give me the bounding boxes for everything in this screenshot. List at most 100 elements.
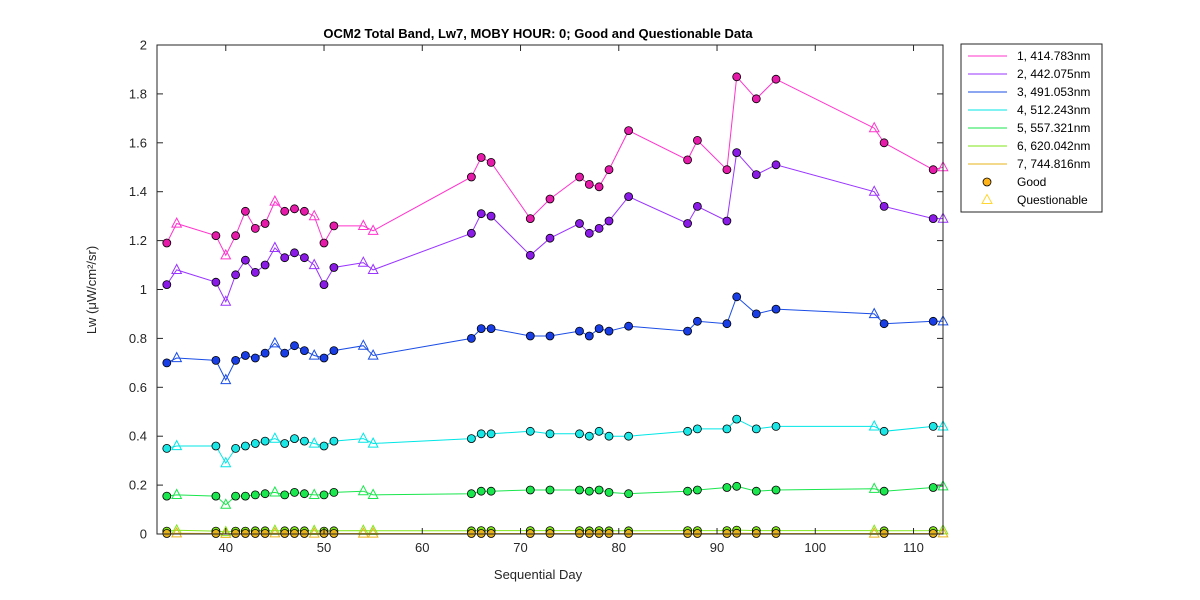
good-point <box>594 485 604 495</box>
questionable-point <box>357 339 369 350</box>
questionable-point <box>868 527 880 538</box>
questionable-point <box>308 349 320 360</box>
good-point <box>584 431 594 441</box>
good-point <box>250 490 260 500</box>
good-point <box>584 179 594 189</box>
good-point <box>231 270 241 280</box>
good-point <box>545 233 555 243</box>
plot-background <box>157 45 943 534</box>
good-point <box>240 491 250 501</box>
good-point <box>525 331 535 341</box>
questionable-point <box>269 526 281 538</box>
good-point <box>584 228 594 238</box>
questionable-point <box>868 121 880 133</box>
good-point <box>575 326 584 336</box>
good-point <box>594 223 604 233</box>
good-point <box>299 436 309 446</box>
questionable-point <box>868 307 880 319</box>
x-axis-label: Sequential Day <box>494 567 583 582</box>
good-point <box>624 321 633 331</box>
good-point <box>211 491 221 501</box>
legend-label-3: 3, 491.053nm <box>1017 85 1090 99</box>
questionable-point <box>367 224 379 235</box>
good-point <box>280 206 290 216</box>
x-tick-label: 80 <box>612 540 626 555</box>
legend-good-marker <box>982 177 992 187</box>
good-point <box>693 201 702 211</box>
questionable-point <box>171 526 183 538</box>
good-point <box>732 481 742 491</box>
questionable-point <box>220 373 232 385</box>
questionable-point <box>220 248 232 260</box>
good-point <box>466 172 476 182</box>
good-point <box>466 333 476 343</box>
good-point <box>879 138 889 148</box>
good-point <box>575 485 584 495</box>
x-tick-label: 50 <box>317 540 331 555</box>
questionable-point <box>868 482 880 493</box>
good-point <box>604 487 614 497</box>
series-2 <box>162 148 949 306</box>
questionable-point <box>367 263 379 274</box>
good-point <box>693 485 702 495</box>
legend-label-questionable: Questionable <box>1017 193 1088 207</box>
good-point <box>211 355 221 365</box>
good-point <box>319 353 329 363</box>
good-point <box>624 489 633 499</box>
good-point <box>240 441 250 451</box>
good-point <box>299 489 309 499</box>
good-point <box>732 528 742 538</box>
good-point <box>732 292 742 302</box>
good-point <box>162 443 172 453</box>
good-point <box>624 126 633 136</box>
questionable-point <box>171 488 183 499</box>
good-point <box>693 424 702 434</box>
y-tick-label: 1.8 <box>129 86 147 101</box>
good-point <box>879 426 889 436</box>
questionable-point <box>937 526 949 538</box>
x-tick-label: 110 <box>903 540 924 555</box>
good-point <box>722 424 732 434</box>
good-point <box>162 238 172 248</box>
questionable-point <box>171 263 183 274</box>
good-point <box>466 434 476 444</box>
good-point <box>466 489 476 499</box>
good-point <box>879 319 889 329</box>
legend-label-4: 4, 512.243nm <box>1017 103 1090 117</box>
legend-label-7: 7, 744.816nm <box>1017 157 1090 171</box>
good-point <box>250 439 260 448</box>
good-point <box>476 429 486 439</box>
questionable-point <box>308 527 320 538</box>
good-point <box>693 316 702 326</box>
y-tick-label: 1.2 <box>129 233 147 248</box>
questionable-point <box>269 432 281 443</box>
good-point <box>260 489 270 499</box>
good-point <box>594 182 604 192</box>
good-point <box>575 429 584 439</box>
good-point <box>575 219 584 228</box>
good-point <box>231 443 241 453</box>
good-point <box>575 172 584 182</box>
questionable-point <box>308 488 320 499</box>
good-point <box>732 72 742 82</box>
series-1 <box>162 72 949 260</box>
good-point <box>231 231 241 241</box>
good-point <box>771 304 781 314</box>
questionable-point <box>357 256 369 267</box>
good-point <box>594 324 604 334</box>
good-point <box>604 216 614 226</box>
good-point <box>290 204 299 214</box>
y-tick-label: 2 <box>140 38 147 53</box>
good-point <box>928 421 938 431</box>
good-point <box>476 153 486 162</box>
good-point <box>928 165 938 175</box>
good-point <box>594 426 604 436</box>
good-point <box>525 485 535 495</box>
good-point <box>928 214 938 224</box>
questionable-point <box>357 484 369 496</box>
questionable-point <box>308 209 320 221</box>
good-point <box>751 424 761 434</box>
good-point <box>545 194 555 204</box>
good-point <box>604 431 614 441</box>
questionable-point <box>868 185 880 196</box>
